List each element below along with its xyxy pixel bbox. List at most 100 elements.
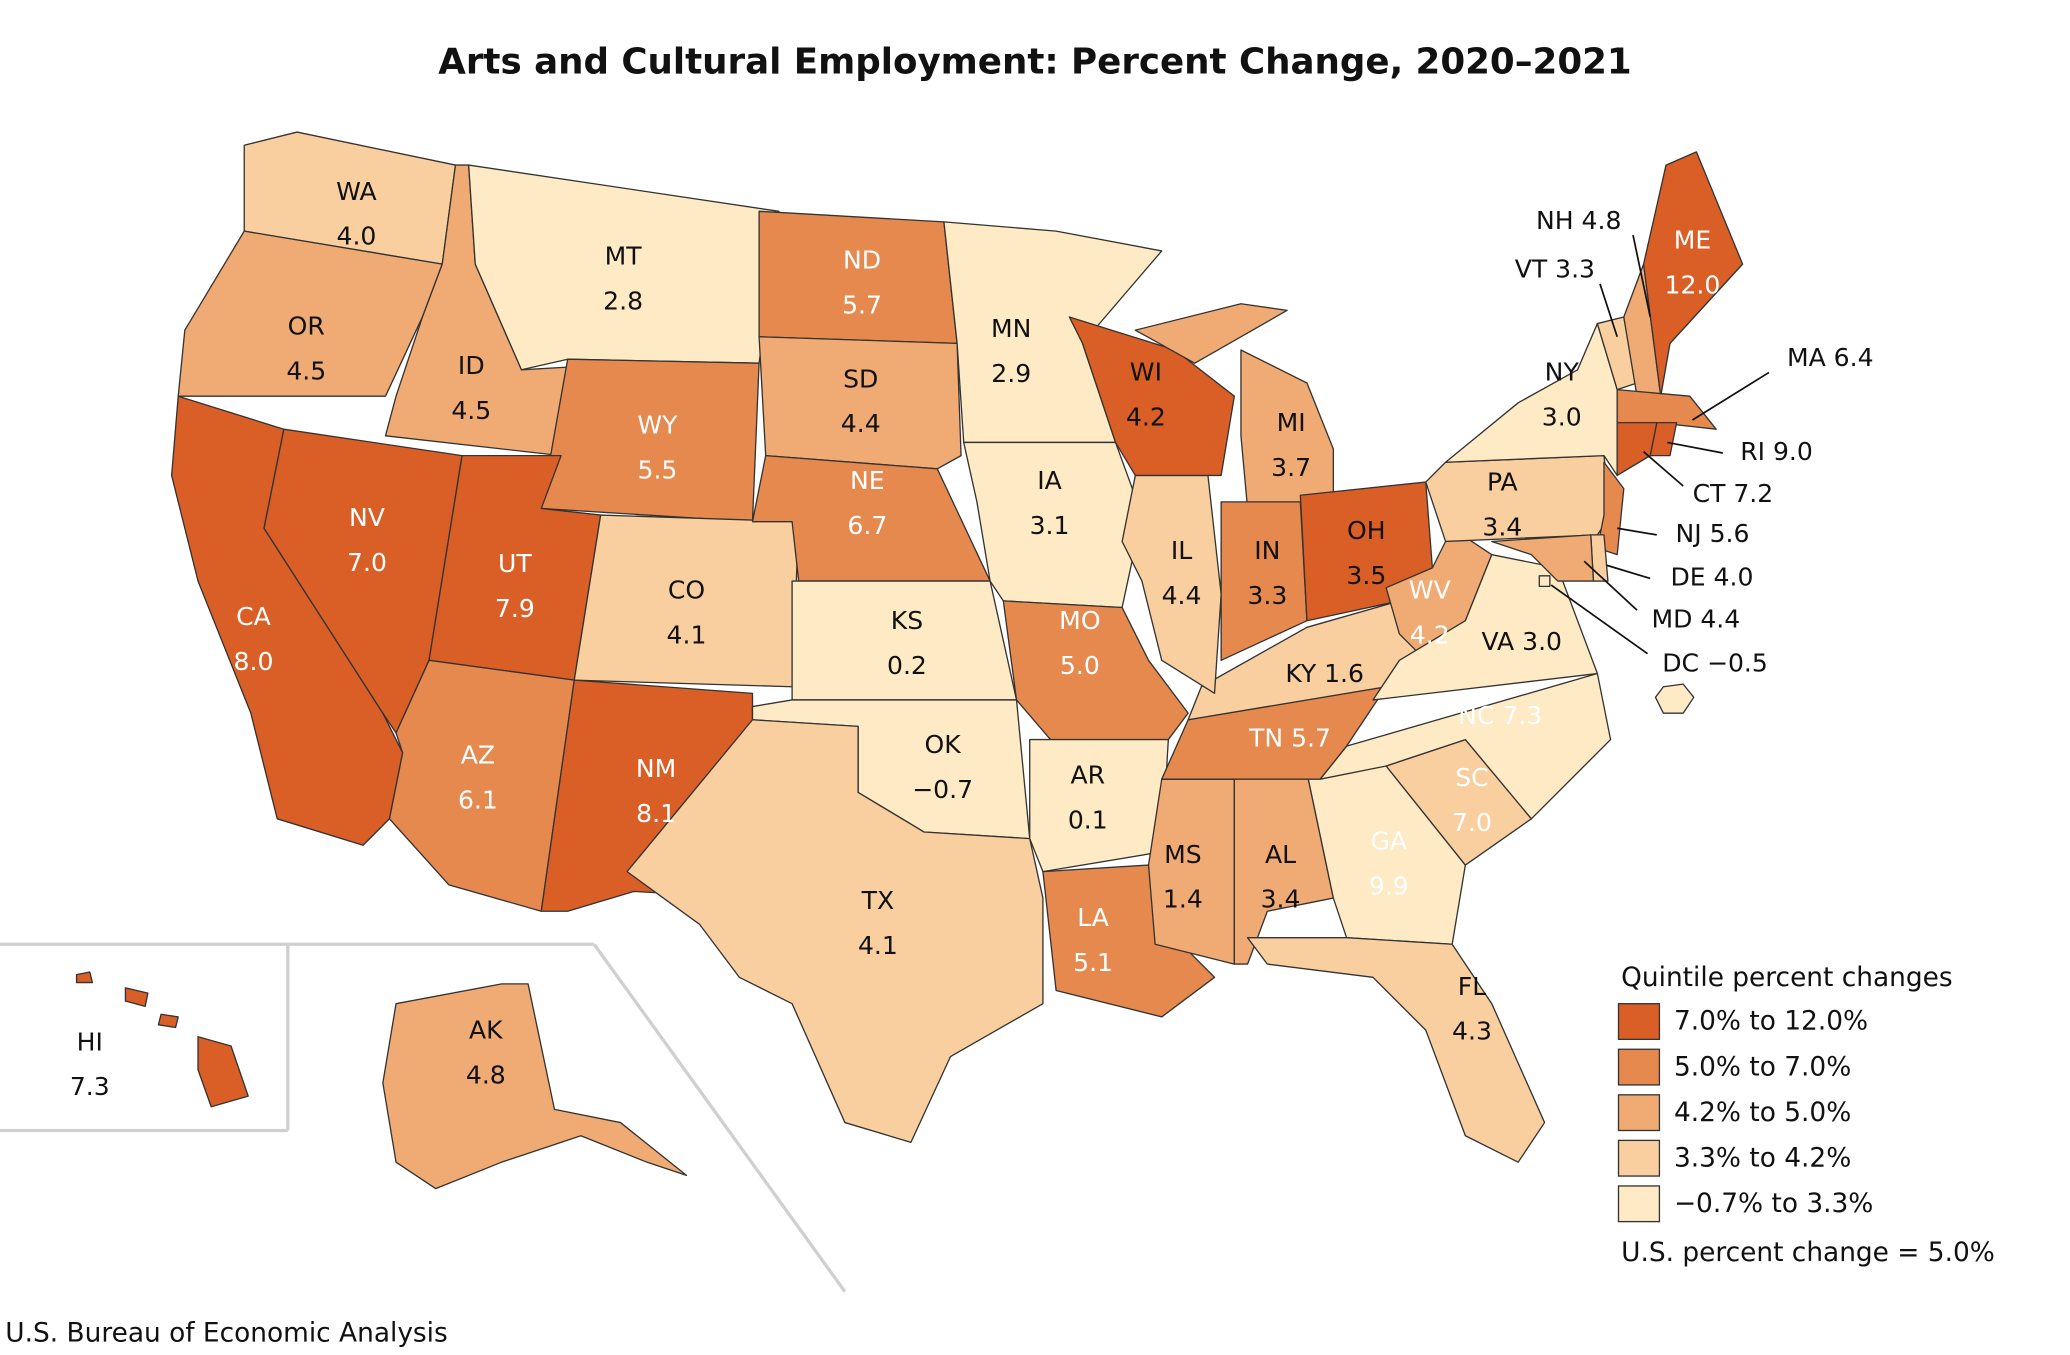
state-value: 1.6	[1324, 659, 1364, 688]
state-abbr: NC	[1458, 701, 1494, 730]
state-abbr: ID	[458, 351, 485, 380]
inset-frame	[592, 943, 847, 1293]
legend-swatch	[1617, 1003, 1661, 1041]
state-abbr: MS	[1164, 840, 1202, 869]
state-value: 6.4	[1834, 343, 1874, 372]
state-abbr: IN	[1254, 536, 1280, 565]
state	[1372, 554, 1599, 701]
state	[758, 336, 962, 470]
state-value: 4.0	[336, 222, 376, 251]
state-value: 5.1	[1073, 948, 1113, 977]
legend-title: Quintile percent changes	[1621, 962, 1952, 993]
state-abbr: PA	[1487, 467, 1518, 496]
state-value: 5.7	[842, 290, 882, 319]
state-value: 4.8	[466, 1060, 506, 1089]
state-value: −0.5	[1707, 648, 1768, 677]
legend-swatch	[1617, 1048, 1661, 1086]
state	[1596, 461, 1625, 556]
state-value: 4.4	[841, 409, 881, 438]
state-abbr: WA	[336, 177, 377, 206]
state-abbr: OH	[1347, 516, 1386, 545]
state-abbr: MA	[1787, 343, 1826, 372]
legend-label: 3.3% to 4.2%	[1674, 1142, 1851, 1173]
state-value: 0.2	[887, 651, 927, 680]
state	[1616, 388, 1717, 430]
leader-line	[1599, 283, 1619, 338]
state-value: 4.8	[1582, 206, 1622, 235]
state-value: 5.6	[1710, 519, 1750, 548]
state-abbr: IL	[1171, 536, 1192, 565]
state-value: −0.7	[912, 775, 973, 804]
state	[75, 971, 249, 1108]
state-abbr: SD	[843, 364, 878, 393]
legend-swatch	[1617, 1094, 1661, 1132]
state-value: 4.1	[667, 621, 707, 650]
state-abbr: TN	[1248, 724, 1283, 753]
state	[758, 210, 958, 345]
state-labels: WA 4.0 OR 4.5 CA 8.0 ID 4.5 NV 7.0 MT 2.8 WY 5.5 UT 7.9…	[70, 177, 1874, 1101]
state-abbr: KY	[1285, 659, 1317, 688]
state-abbr: WV	[1409, 576, 1451, 605]
state-abbr: IA	[1037, 466, 1062, 495]
state-value: 3.0	[1542, 403, 1582, 432]
state	[1029, 738, 1169, 873]
state	[1147, 778, 1236, 965]
state-value: 4.4	[1162, 581, 1202, 610]
state-value: 7.0	[347, 548, 387, 577]
state	[1538, 575, 1695, 714]
state	[382, 983, 688, 1190]
leader-line	[1550, 584, 1649, 655]
leader-line	[1583, 560, 1638, 611]
state-abbr: LA	[1077, 903, 1109, 932]
state	[626, 719, 1044, 1144]
leader-line	[1691, 371, 1770, 421]
state-value: 3.0	[1522, 627, 1562, 656]
state-abbr: MN	[991, 314, 1031, 343]
state-abbr: VT	[1515, 255, 1548, 284]
state-abbr: ND	[843, 245, 881, 274]
state-value: 4.5	[286, 356, 326, 385]
legend-label: 4.2% to 5.0%	[1674, 1097, 1851, 1128]
state-value: 0.1	[1068, 805, 1108, 834]
source: U.S. Bureau of Economic Analysis	[5, 1317, 447, 1348]
state	[540, 358, 760, 523]
state-abbr: VA	[1482, 627, 1515, 656]
state-abbr: MD	[1651, 605, 1692, 634]
state-abbr: CO	[668, 576, 705, 605]
state-value: 1.4	[1163, 885, 1203, 914]
state-abbr: AR	[1071, 761, 1106, 790]
state-value: 4.4	[1700, 605, 1740, 634]
state-abbr: NY	[1545, 358, 1580, 387]
state-value: 8.1	[636, 799, 676, 828]
state-abbr: OK	[924, 730, 961, 759]
state-value: 6.7	[847, 511, 887, 540]
leader-line	[1632, 234, 1652, 318]
state-value: 4.0	[1714, 562, 1754, 591]
leader-line	[1617, 527, 1657, 536]
state-value: 5.5	[637, 455, 677, 484]
state-abbr: NE	[850, 466, 885, 495]
state-value: 3.4	[1261, 885, 1301, 914]
state	[1616, 421, 1658, 477]
state-value: 12.0	[1665, 271, 1721, 300]
state-abbr: HI	[77, 1027, 103, 1056]
state	[1161, 686, 1387, 780]
state-value: 6.1	[458, 786, 498, 815]
state-value: 9.9	[1369, 871, 1409, 900]
state-value: 3.1	[1030, 511, 1070, 540]
state-value: 4.3	[1452, 1017, 1492, 1046]
state-abbr: CT	[1693, 479, 1727, 508]
state-value: 5.7	[1291, 724, 1331, 753]
state	[1002, 600, 1189, 747]
state-abbr: NH	[1536, 206, 1574, 235]
state	[1319, 672, 1612, 820]
state-abbr: DC	[1662, 648, 1699, 677]
state-value: 2.8	[603, 286, 643, 315]
state-value: 3.4	[1482, 512, 1522, 541]
state-abbr: WI	[1130, 358, 1162, 387]
state-value: 4.5	[451, 396, 491, 425]
state-abbr: WY	[637, 411, 678, 440]
state-value: 7.0	[1452, 808, 1492, 837]
state-abbr: CA	[236, 602, 271, 631]
state-abbr: TX	[861, 886, 894, 915]
